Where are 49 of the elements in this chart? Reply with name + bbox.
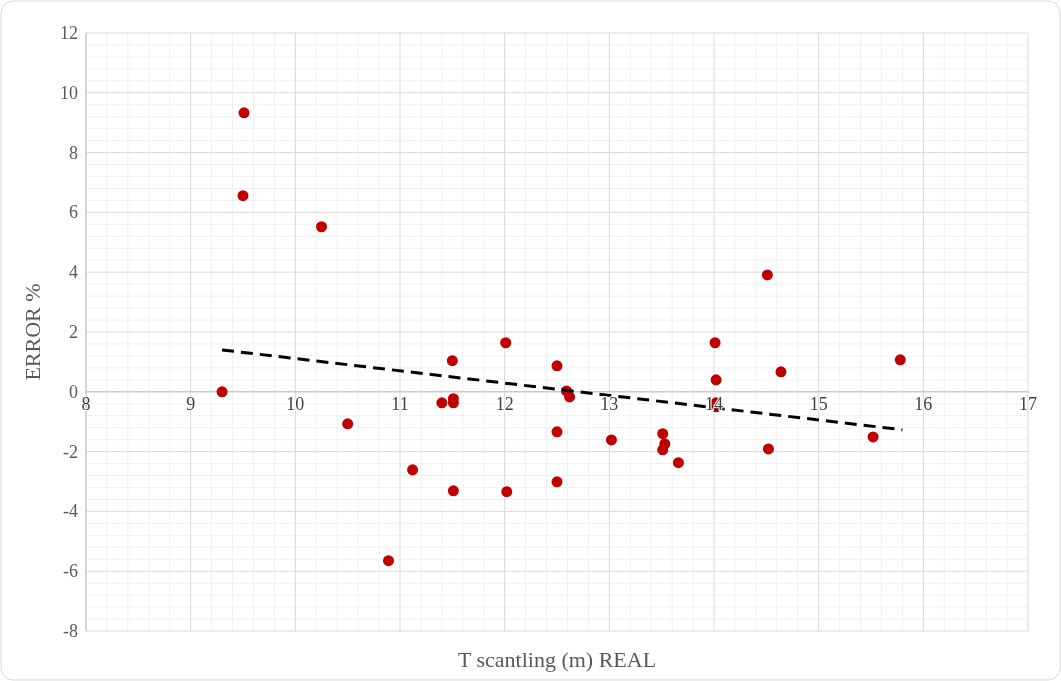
y-tick-label: 4 bbox=[69, 262, 78, 283]
point bbox=[775, 366, 787, 378]
point bbox=[551, 360, 563, 372]
x-tick-label: 16 bbox=[914, 393, 933, 414]
point bbox=[316, 221, 327, 233]
point bbox=[551, 476, 563, 488]
point bbox=[500, 337, 512, 349]
point bbox=[762, 443, 774, 455]
point bbox=[407, 464, 419, 476]
point bbox=[657, 428, 669, 440]
point bbox=[436, 397, 448, 409]
y-tick-label: 10 bbox=[60, 82, 78, 103]
x-tick-label: 12 bbox=[495, 393, 514, 414]
y-tick-label: -8 bbox=[63, 621, 78, 641]
point bbox=[447, 485, 459, 497]
point bbox=[501, 486, 513, 498]
x-tick-label: 14 bbox=[705, 393, 723, 414]
y-tick-label: -4 bbox=[63, 501, 78, 522]
x-tick-label: 9 bbox=[186, 393, 196, 414]
point bbox=[238, 107, 250, 119]
y-tick-label: 0 bbox=[69, 381, 78, 402]
x-tick-label: 10 bbox=[286, 393, 305, 414]
point bbox=[605, 434, 617, 446]
y-tick-label: -6 bbox=[63, 561, 78, 582]
point bbox=[657, 444, 669, 456]
point bbox=[672, 457, 684, 469]
point bbox=[867, 431, 879, 443]
y-axis-title: ERROR % bbox=[20, 283, 45, 381]
y-tick-label: 12 bbox=[60, 23, 78, 43]
point bbox=[551, 426, 563, 438]
x-tick-label: 11 bbox=[391, 393, 409, 414]
point bbox=[382, 555, 394, 567]
y-tick-label: -2 bbox=[63, 441, 78, 462]
x-axis-title: T scantling (m) REAL bbox=[457, 647, 657, 672]
point bbox=[710, 374, 722, 386]
point bbox=[237, 190, 249, 202]
y-tick-label: 8 bbox=[69, 142, 78, 163]
x-tick-label: 15 bbox=[809, 393, 828, 414]
point bbox=[894, 354, 906, 366]
y-tick-label: 2 bbox=[69, 322, 78, 342]
point bbox=[761, 269, 773, 281]
x-tick-label: 13 bbox=[600, 393, 619, 414]
point bbox=[216, 386, 228, 398]
x-tick-label: 17 bbox=[1019, 393, 1037, 414]
y-tick-label: 6 bbox=[69, 202, 78, 223]
point bbox=[709, 337, 721, 349]
point bbox=[564, 391, 576, 403]
point bbox=[446, 355, 458, 367]
point bbox=[342, 418, 354, 430]
